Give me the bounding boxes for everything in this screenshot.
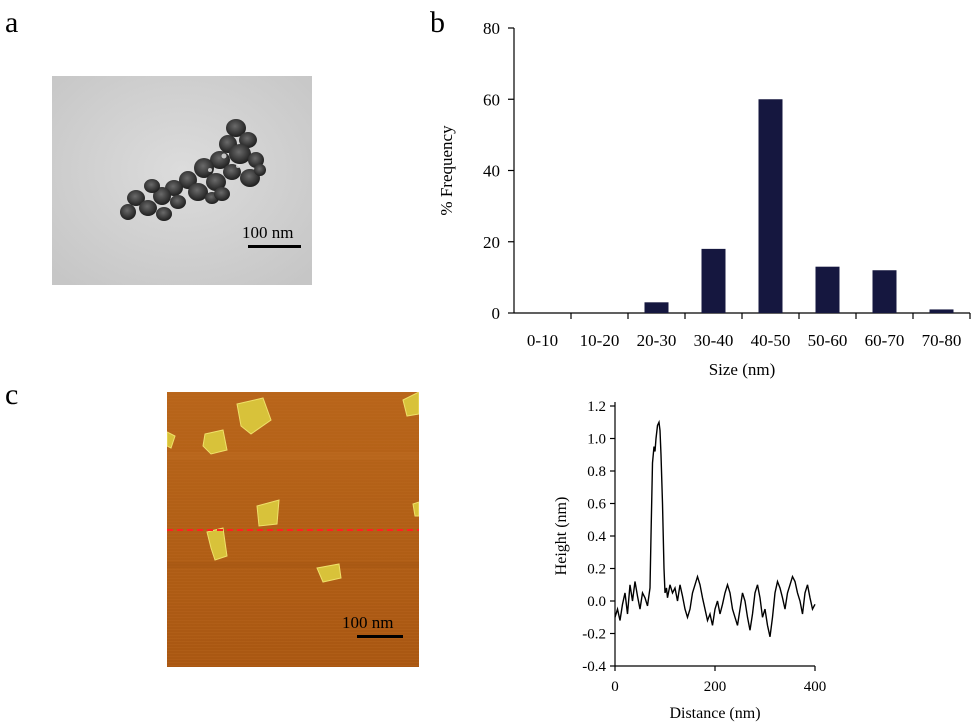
bar-chart-x-tick-label: 20-30 bbox=[637, 331, 677, 350]
profile-x-tick-label: 400 bbox=[804, 679, 827, 695]
bar-chart-y-tick-label: 40 bbox=[483, 162, 500, 181]
profile-y-axis-label: Height (nm) bbox=[553, 497, 570, 576]
profile-y-tick-label: 1.2 bbox=[587, 399, 606, 415]
bar-50-60 bbox=[815, 266, 840, 313]
tem-image bbox=[52, 76, 312, 285]
bar-chart-x-tick-label: 40-50 bbox=[751, 331, 791, 350]
bar-40-50 bbox=[758, 99, 783, 313]
bar-70-80 bbox=[929, 309, 954, 313]
bar-20-30 bbox=[644, 302, 669, 313]
tem-scale-bar-label: 100 nm bbox=[242, 223, 294, 242]
afm-scale-bar bbox=[357, 635, 403, 638]
bar-chart-y-tick-label: 20 bbox=[483, 233, 500, 252]
bar-chart-y-tick-label: 80 bbox=[483, 19, 500, 38]
bar-chart-x-tick-label: 10-20 bbox=[580, 331, 620, 350]
nanoparticle-cluster bbox=[120, 119, 266, 221]
profile-y-tick-label: 0.8 bbox=[587, 464, 606, 480]
profile-y-tick-label: 0.4 bbox=[587, 529, 606, 545]
size-distribution-chart: 0 20 40 60 80 0-10 10-20 20-30 30-40 40-50 50-60 60… bbox=[437, 19, 971, 379]
bar-chart-y-axis-label: % Frequency bbox=[437, 125, 456, 216]
bar-chart-x-tick-label: 60-70 bbox=[865, 331, 905, 350]
bar-chart-y-tick-label: 60 bbox=[483, 90, 500, 109]
height-profile-line bbox=[614, 419, 816, 637]
bar-chart-y-tick-label: 0 bbox=[492, 304, 501, 323]
profile-x-tick-label: 0 bbox=[611, 679, 619, 695]
afm-flakes bbox=[167, 392, 419, 583]
profile-y-tick-label: 1.0 bbox=[587, 432, 606, 448]
panel-label-c: c bbox=[5, 378, 19, 411]
bar-60-70 bbox=[872, 270, 897, 313]
profile-y-tick-label: -0.4 bbox=[582, 659, 606, 675]
tem-micrograph: 100 nm bbox=[52, 76, 312, 285]
height-profile-chart: -0.4 -0.2 0.0 0.2 0.4 0.6 0.8 1.0 1.2 0 200 400 Dist… bbox=[553, 399, 827, 722]
bar-30-40 bbox=[701, 248, 726, 313]
panel-label-a: a bbox=[5, 6, 19, 39]
profile-y-tick-label: 0.0 bbox=[587, 594, 606, 610]
panel-label-b: b bbox=[430, 6, 445, 39]
bar-chart-x-tick-label: 50-60 bbox=[808, 331, 848, 350]
profile-x-tick-label: 200 bbox=[704, 679, 727, 695]
profile-x-axis-label: Distance (nm) bbox=[669, 705, 760, 722]
profile-y-tick-label: 0.6 bbox=[587, 497, 606, 513]
bar-chart-x-tick-label: 0-10 bbox=[527, 331, 558, 350]
bar-chart-x-tick-label: 30-40 bbox=[694, 331, 734, 350]
afm-image: 100 nm bbox=[167, 392, 419, 667]
profile-y-tick-label: -0.2 bbox=[582, 627, 606, 643]
bar-chart-x-axis-label: Size (nm) bbox=[709, 360, 776, 379]
profile-y-tick-label: 0.2 bbox=[587, 562, 606, 578]
bar-chart-x-tick-label: 70-80 bbox=[922, 331, 962, 350]
afm-topography bbox=[167, 392, 419, 667]
afm-scale-bar-label: 100 nm bbox=[342, 613, 394, 632]
tem-scale-bar bbox=[248, 245, 301, 248]
